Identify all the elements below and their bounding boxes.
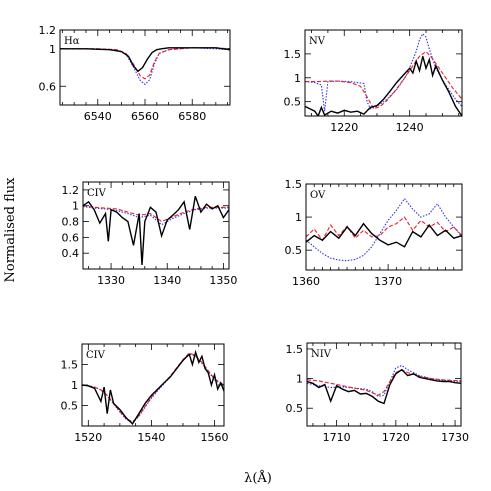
panel-label: CIV [87, 188, 107, 199]
x-tick-label: 1370 [374, 275, 402, 288]
y-tick-label: 1.5 [285, 178, 303, 191]
panel-h-alpha: 6540 6560 6580 0.6 1 1.2 Hα [39, 24, 231, 123]
y-tick-label: 0.5 [61, 400, 79, 413]
y-tick-label: 1 [294, 72, 301, 85]
y-tick-label: 1 [72, 200, 79, 213]
panel-nv: 1220 1240 0.5 1 1.5 NV [284, 29, 463, 134]
series-line-observed [83, 195, 229, 266]
y-tick-label: 1 [71, 379, 78, 392]
series-line-model-red [82, 352, 224, 423]
y-tick-label: 1.5 [284, 48, 302, 61]
y-tick-label: 1.2 [62, 184, 80, 197]
y-tick-label: 0.4 [62, 247, 80, 260]
x-tick-label: 1340 [153, 274, 181, 287]
x-tick-label: 1520 [74, 431, 102, 444]
x-axis-title: λ(Å) [244, 470, 272, 486]
x-tick-label: 6560 [131, 110, 159, 123]
y-tick-label: 1 [49, 43, 56, 56]
y-tick-label: 0.8 [62, 216, 80, 229]
series-line-observed [60, 47, 230, 73]
y-tick-label: 0.6 [62, 231, 80, 244]
series-line-observed [82, 349, 224, 426]
x-tick-label: 1730 [441, 431, 469, 444]
series-line-observed [307, 368, 461, 405]
x-tick-label: 6540 [84, 110, 112, 123]
series-line-model-blue [305, 32, 462, 112]
panel-niv: 1710 1720 1730 0.5 1 1.5 NIV [286, 342, 469, 444]
y-tick-label: 0.5 [285, 244, 303, 257]
y-tick-label: 1 [295, 211, 302, 224]
panel-civ-1330: 1330 1340 1350 0.4 0.6 0.8 1 1.2 CIV [62, 181, 237, 287]
x-tick-label: 1710 [323, 431, 351, 444]
x-tick-label: 1560 [201, 431, 229, 444]
x-tick-label: 6580 [178, 110, 206, 123]
series-line-model-red [307, 369, 461, 396]
y-tick-label: 1.2 [39, 24, 57, 37]
series-line-model-red [305, 50, 462, 110]
series-line-observed [306, 222, 462, 248]
series-line-model-red [306, 216, 462, 242]
x-tick-label: 1330 [97, 274, 125, 287]
panel-label: CIV [86, 350, 106, 361]
x-tick-label: 1720 [382, 431, 410, 444]
panel-grid: 6540 6560 6580 0.6 1 1.2 Hα 1220 1240 0.5 1 1.5 NV 13… [39, 24, 470, 444]
y-tick-label: 1.5 [286, 343, 304, 356]
y-tick-label: 1.5 [61, 359, 79, 372]
panel-label: OV [310, 190, 326, 201]
y-tick-label: 0.5 [284, 96, 302, 109]
y-axis-title: Normalised flux [3, 177, 18, 283]
y-tick-label: 0.6 [39, 80, 57, 93]
x-tick-label: 1240 [396, 121, 424, 134]
series-line-model-blue [83, 205, 229, 226]
y-tick-label: 1 [296, 373, 303, 386]
panel-label: NV [309, 36, 326, 47]
x-tick-label: 1540 [137, 431, 165, 444]
panel-label: Hα [64, 36, 80, 47]
series-line-observed [305, 56, 462, 116]
series-line-model-blue [306, 197, 462, 262]
plot-frame [305, 183, 463, 271]
y-tick-label: 0.5 [286, 402, 304, 415]
plot-frame [304, 29, 463, 117]
panel-label: NIV [311, 349, 332, 360]
plot-frame [59, 29, 231, 106]
x-tick-label: 1350 [209, 274, 237, 287]
x-tick-label: 1360 [292, 275, 320, 288]
panel-civ-1550: 1520 1540 1560 0.5 1 1.5 CIV [61, 343, 229, 444]
x-tick-label: 1220 [330, 121, 358, 134]
panel-ov: 1360 1370 0.5 1 1.5 OV [285, 178, 463, 288]
